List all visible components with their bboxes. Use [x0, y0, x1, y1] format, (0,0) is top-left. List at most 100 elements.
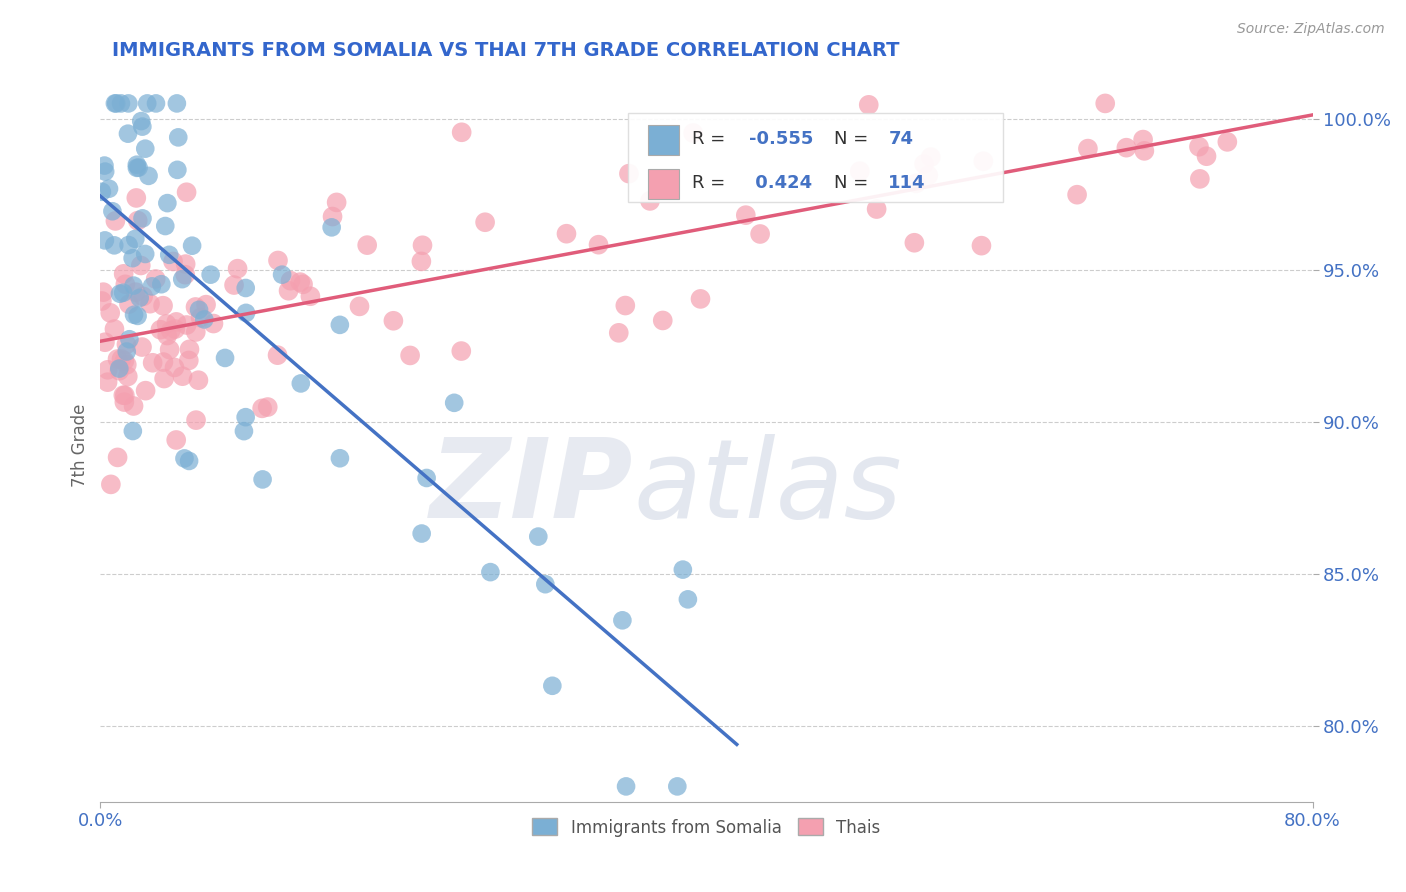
Point	[682, 126, 704, 140]
Point	[166, 162, 188, 177]
Point	[177, 353, 200, 368]
Point	[172, 369, 194, 384]
Point	[91, 285, 114, 300]
Point	[125, 158, 148, 172]
Point	[138, 169, 160, 183]
Point	[139, 296, 162, 310]
Point	[152, 355, 174, 369]
Point	[299, 289, 322, 303]
Point	[917, 169, 939, 183]
Point	[162, 254, 184, 268]
Text: 114: 114	[889, 174, 925, 192]
Point	[112, 267, 135, 281]
Point	[127, 213, 149, 227]
Point	[176, 318, 198, 332]
Point	[135, 384, 157, 398]
Point	[235, 306, 257, 320]
Point	[108, 286, 131, 301]
Point	[479, 565, 502, 579]
Point	[858, 98, 880, 112]
Point	[617, 167, 640, 181]
Point	[277, 284, 299, 298]
Point	[149, 323, 172, 337]
Point	[105, 96, 128, 111]
Point	[93, 159, 115, 173]
Point	[176, 186, 198, 200]
Point	[98, 182, 121, 196]
Point	[121, 424, 143, 438]
Point	[1066, 187, 1088, 202]
Point	[156, 196, 179, 211]
Point	[100, 477, 122, 491]
Point	[325, 195, 347, 210]
Point	[1188, 172, 1211, 186]
Point	[1216, 135, 1239, 149]
Point	[905, 177, 928, 191]
Point	[356, 238, 378, 252]
Point	[226, 261, 249, 276]
Point	[607, 326, 630, 340]
Point	[734, 208, 756, 222]
Point	[321, 220, 343, 235]
Point	[110, 352, 132, 367]
Point	[187, 373, 209, 387]
Point	[152, 299, 174, 313]
Point	[322, 210, 344, 224]
Point	[614, 780, 637, 794]
Point	[666, 780, 689, 794]
Point	[127, 309, 149, 323]
Point	[155, 219, 177, 233]
Point	[749, 227, 772, 241]
Point	[865, 202, 887, 216]
Point	[166, 96, 188, 111]
Point	[399, 348, 422, 362]
Point	[125, 161, 148, 175]
Point	[97, 363, 120, 377]
Point	[534, 577, 557, 591]
Point	[157, 248, 180, 262]
Text: R =: R =	[692, 174, 731, 192]
Point	[250, 401, 273, 416]
Point	[382, 314, 405, 328]
FancyBboxPatch shape	[627, 113, 1004, 202]
Point	[145, 96, 167, 111]
Point	[1115, 141, 1137, 155]
Point	[104, 96, 127, 111]
Point	[290, 376, 312, 391]
Point	[124, 232, 146, 246]
Point	[689, 292, 711, 306]
FancyBboxPatch shape	[648, 169, 679, 199]
Point	[167, 130, 190, 145]
Point	[153, 371, 176, 385]
Point	[672, 563, 695, 577]
Point	[184, 300, 207, 314]
Point	[588, 237, 610, 252]
Point	[184, 413, 207, 427]
Point	[118, 332, 141, 346]
Point	[112, 354, 135, 368]
Point	[107, 450, 129, 465]
Point	[142, 356, 165, 370]
Text: R =: R =	[692, 130, 731, 148]
Point	[195, 298, 218, 312]
Y-axis label: 7th Grade: 7th Grade	[72, 403, 89, 487]
Point	[112, 285, 135, 300]
Point	[450, 344, 472, 359]
Point	[1132, 132, 1154, 146]
Point	[112, 388, 135, 402]
Point	[411, 254, 433, 268]
Point	[94, 234, 117, 248]
Point	[129, 114, 152, 128]
Point	[101, 204, 124, 219]
Point	[266, 348, 288, 362]
Point	[117, 127, 139, 141]
Point	[117, 96, 139, 111]
Point	[98, 306, 121, 320]
Point	[614, 299, 637, 313]
Point	[190, 310, 212, 325]
Text: atlas: atlas	[634, 434, 903, 541]
Point	[849, 164, 872, 178]
Point	[141, 279, 163, 293]
Point	[177, 454, 200, 468]
Point	[541, 679, 564, 693]
